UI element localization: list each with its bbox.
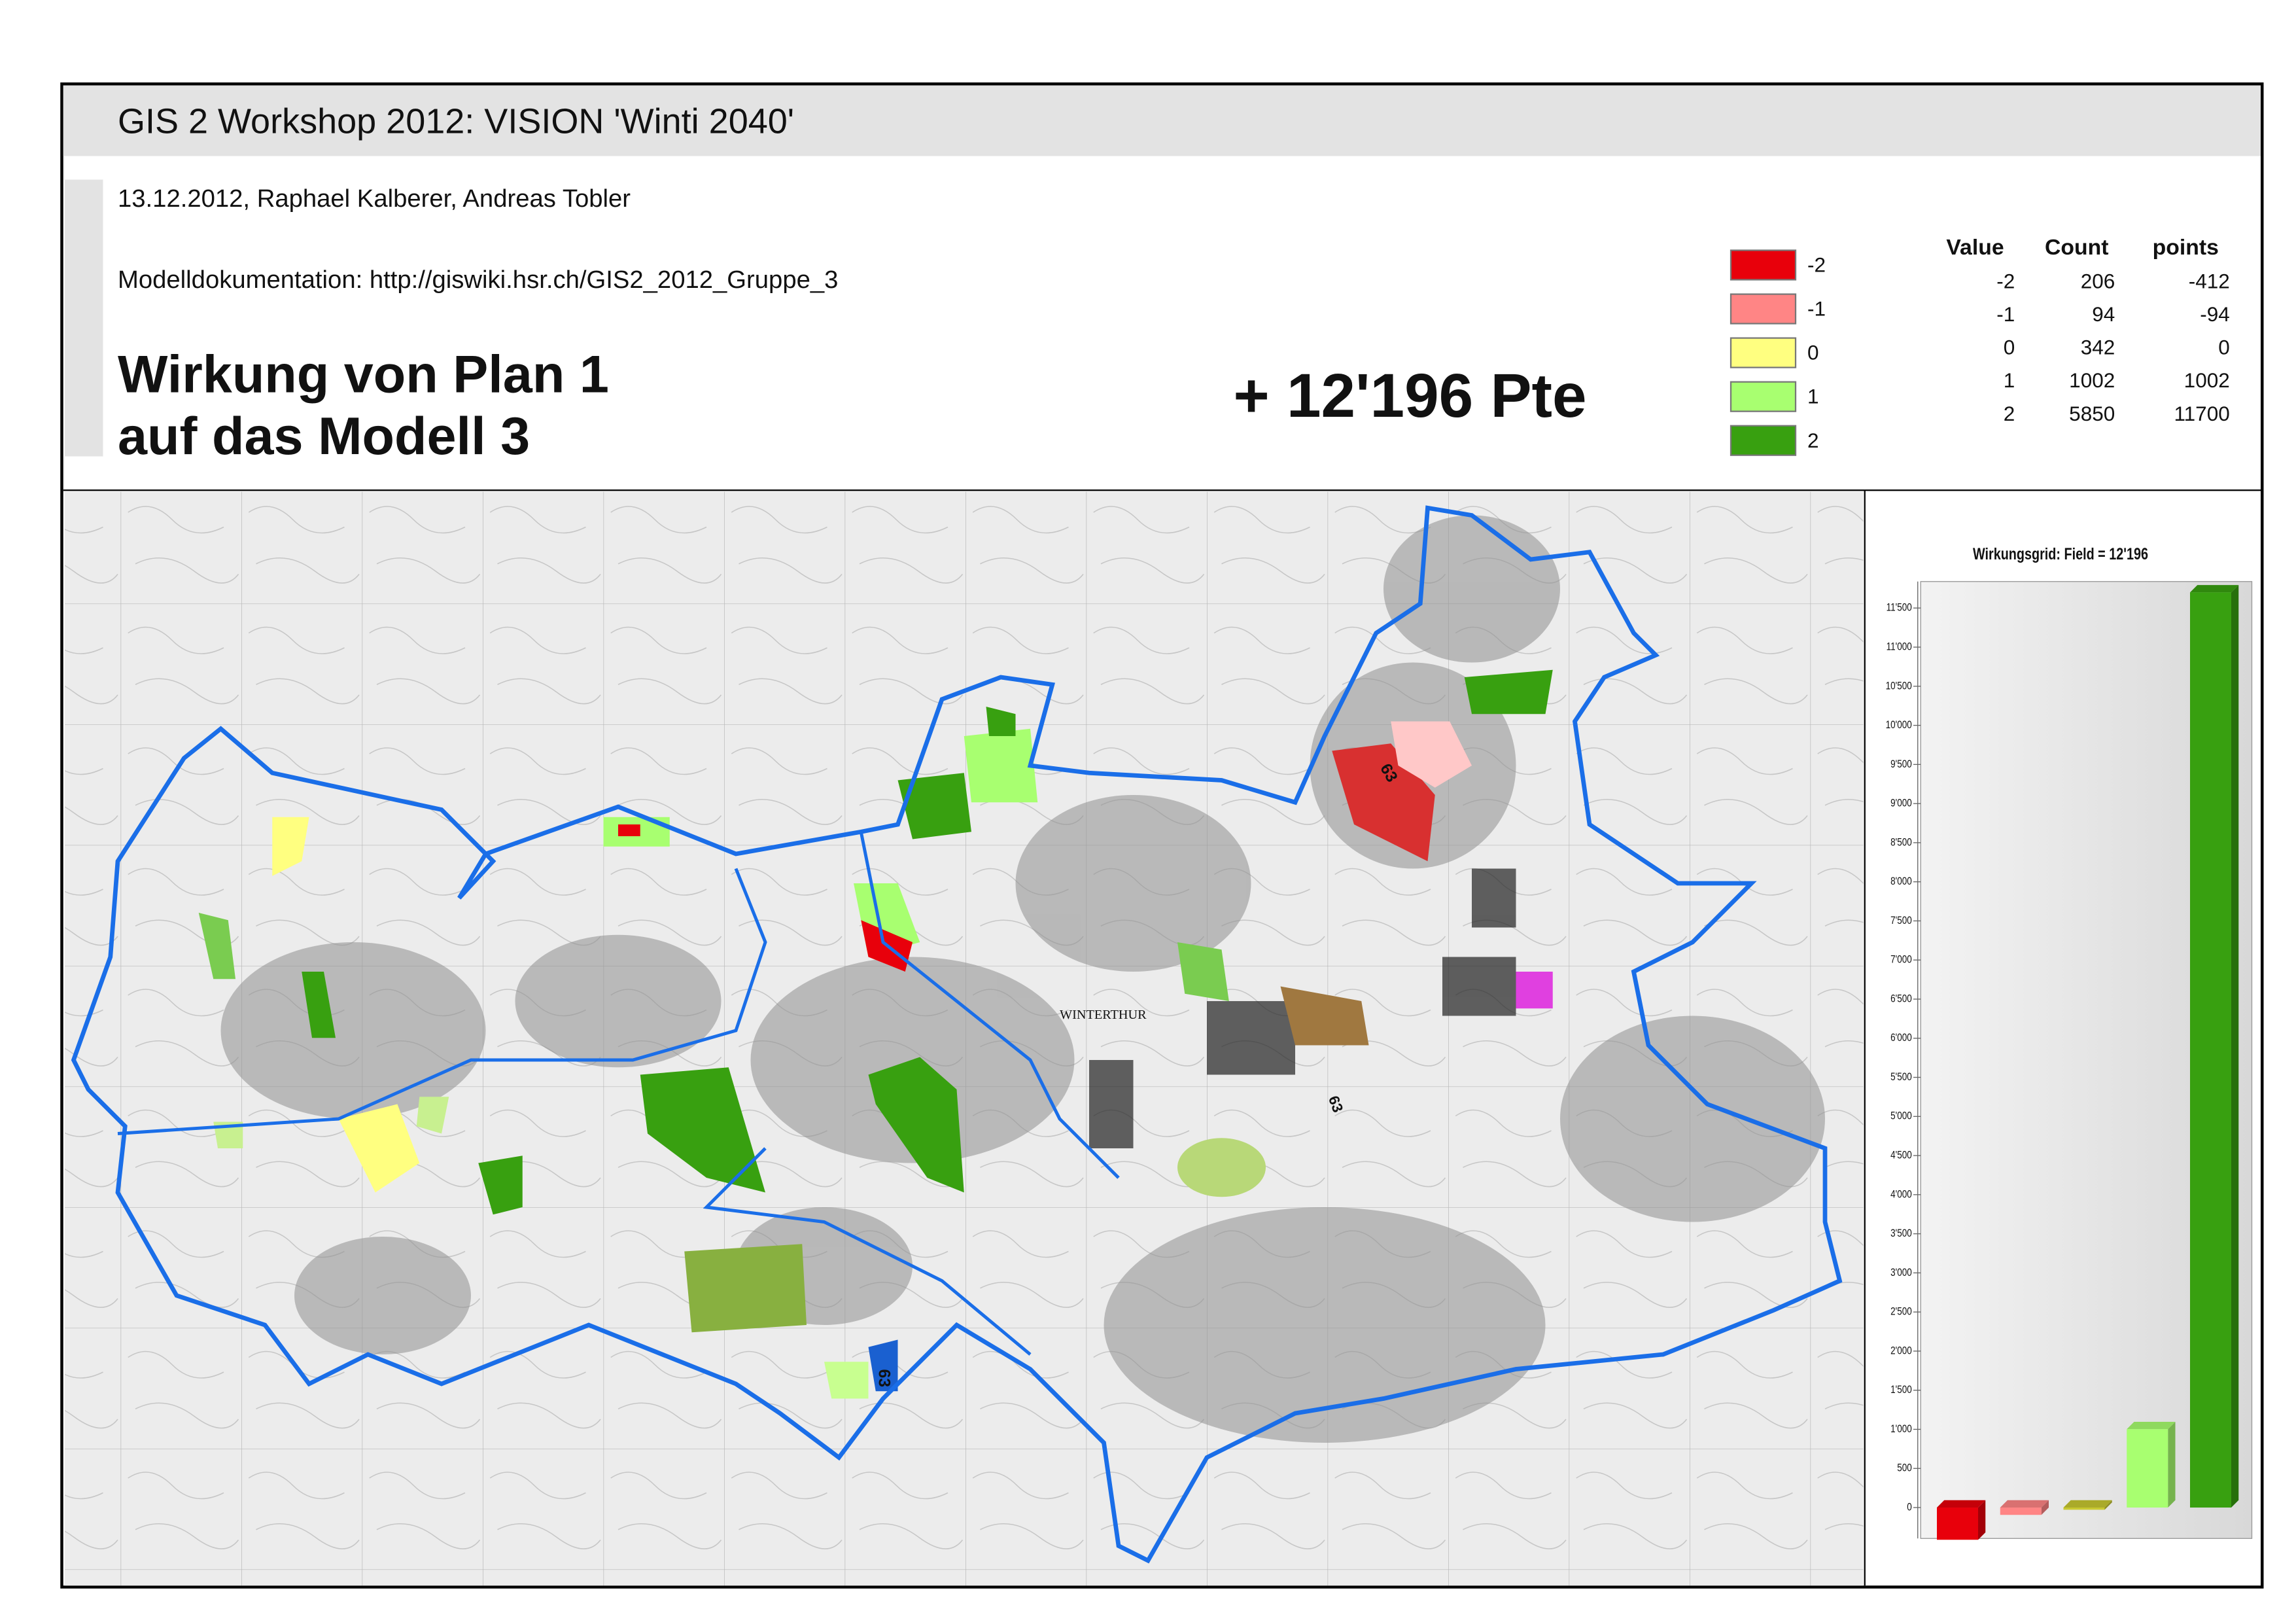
legend-label: 0 [1807, 341, 1819, 364]
y-tick-label: 9'500 [1890, 758, 1912, 770]
terrain [220, 515, 1825, 1443]
bar-top [2000, 1500, 2049, 1508]
date-authors: 13.12.2012, Raphael Kalberer, Andreas To… [118, 185, 631, 213]
y-tick-label: 1'500 [1890, 1384, 1912, 1396]
bar [2063, 1508, 2105, 1510]
legend-label: -1 [1807, 297, 1826, 321]
y-tick-label: 1'000 [1890, 1423, 1912, 1436]
y-tick-label: 5'000 [1890, 1110, 1912, 1122]
plan-areas [198, 669, 1553, 1399]
table-cell: 206 [2081, 269, 2115, 292]
bar [1937, 1508, 1978, 1540]
legend-swatch [1730, 337, 1797, 368]
bar [2190, 592, 2231, 1508]
y-tick-label: 4'000 [1890, 1188, 1912, 1201]
district-boundary [117, 831, 1120, 1356]
bar-side [2231, 585, 2239, 1508]
table-cell: 94 [2092, 302, 2115, 326]
bar-side [2041, 1500, 2049, 1515]
score: + 12'196 Pte [1234, 361, 1587, 431]
legend-swatch [1730, 293, 1797, 325]
legend-swatch [1730, 425, 1797, 456]
bar-top [1937, 1500, 1986, 1508]
y-tick-label: 11'500 [1887, 601, 1912, 614]
table-cell: 11700 [2174, 402, 2229, 425]
table-cell: -412 [2189, 269, 2230, 292]
y-tick-label: 0 [1907, 1501, 1912, 1513]
map-label: WINTERTHUR [1060, 1008, 1147, 1022]
table-cell: -2 [1996, 269, 2015, 292]
table-cell: 1002 [2184, 368, 2230, 392]
table-cell: 1002 [2069, 368, 2115, 392]
y-tick-label: 7'500 [1890, 915, 1912, 927]
side-stripe [65, 179, 103, 457]
headline: Wirkung von Plan 1 [118, 345, 609, 404]
documentation-link: Modelldokumentation: http://giswiki.hsr.… [118, 266, 838, 294]
urban-area [1089, 868, 1516, 1149]
header-bar [63, 85, 2261, 156]
y-tick-label: 7'000 [1890, 953, 1912, 966]
legend-label: -2 [1807, 253, 1826, 277]
municipality-boundary [71, 505, 1843, 1564]
legend-label: 1 [1807, 385, 1819, 408]
y-tick-label: 10'500 [1886, 680, 1912, 692]
bar [2127, 1429, 2168, 1508]
map: WINTERTHUR 63 63 63 [65, 491, 1864, 1586]
legend-swatch [1730, 249, 1797, 281]
legend-label: 2 [1807, 429, 1819, 452]
table-header: Value [1946, 235, 2004, 260]
poster-title: GIS 2 Workshop 2012: VISION 'Winti 2040' [118, 101, 794, 141]
table-cell: 1 [2004, 368, 2015, 392]
table-header: points [2153, 235, 2219, 260]
y-tick-label: 5'500 [1890, 1071, 1912, 1084]
y-tick-label: 8'000 [1890, 875, 1912, 888]
y-tick-label: 500 [1897, 1462, 1912, 1474]
route-label: 63 [875, 1369, 892, 1388]
table-cell: 342 [2081, 336, 2115, 359]
table-header: Count [2045, 235, 2108, 260]
stats-table: Value Count points -2 206 -412 -1 94 -94 0 342 0 1 10… [1946, 235, 2229, 425]
chart-title: Wirkungsgrid: Field = 12'196 [1973, 545, 2148, 563]
table-cell: -94 [2200, 302, 2230, 326]
headline: auf das Modell 3 [118, 407, 530, 466]
y-tick-label: 11'000 [1887, 641, 1912, 653]
y-tick-label: 6'000 [1890, 1032, 1912, 1044]
bar-side [1978, 1500, 1986, 1540]
bar-side [2104, 1500, 2112, 1510]
bar-top [2190, 585, 2239, 593]
y-tick-label: 4'500 [1890, 1149, 1912, 1161]
table-cell: 0 [2004, 336, 2015, 359]
y-tick-label: 3'000 [1890, 1266, 1912, 1279]
table-cell: -1 [1996, 302, 2015, 326]
table-cell: 2 [2004, 402, 2015, 425]
y-tick-label: 2'000 [1890, 1345, 1912, 1357]
y-tick-label: 2'500 [1890, 1305, 1912, 1318]
y-tick-label: 6'500 [1890, 993, 1912, 1005]
bar [2000, 1508, 2042, 1515]
y-tick-label: 10'000 [1886, 719, 1912, 732]
bar-top [2127, 1421, 2176, 1430]
table-cell: 0 [2218, 336, 2230, 359]
bar-top [2063, 1500, 2112, 1508]
bar-chart: Wirkungsgrid: Field = 12'196 0 500 1'000 1'… [1886, 545, 2253, 1540]
y-tick-label: 3'500 [1890, 1227, 1912, 1240]
table-cell: 5850 [2069, 402, 2115, 425]
legend: -2 -1 0 1 2 [1730, 249, 1826, 456]
legend-swatch [1730, 381, 1797, 412]
y-tick-label: 8'500 [1890, 836, 1912, 849]
bar-side [2168, 1421, 2176, 1508]
y-tick-label: 9'000 [1890, 797, 1912, 809]
